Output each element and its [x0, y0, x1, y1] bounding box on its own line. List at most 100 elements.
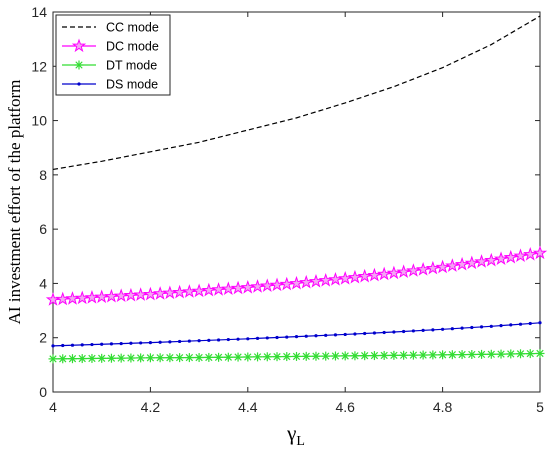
data-point-ds-mode — [158, 340, 162, 344]
y-tick-label: 10 — [31, 113, 47, 129]
data-point-dt-mode — [389, 350, 399, 360]
x-axis-label-main: γ — [286, 421, 296, 445]
data-point-ds-mode — [538, 321, 542, 325]
data-point-dt-mode — [379, 350, 389, 360]
data-point-ds-mode — [528, 321, 532, 326]
legend-item-dt-mode: DT mode — [62, 59, 157, 73]
data-point-dt-mode — [87, 353, 97, 363]
data-point-ds-mode — [441, 327, 445, 331]
data-point-dt-mode — [350, 351, 360, 361]
data-point-dt-mode — [145, 353, 155, 363]
data-point-dc-mode — [396, 264, 411, 279]
data-point-ds-mode — [197, 339, 201, 343]
data-point-ds-mode — [450, 327, 454, 331]
y-axis-label: AI investment effort of the platform — [5, 80, 24, 325]
data-point-dt-mode — [340, 351, 350, 361]
data-point-ds-mode — [285, 335, 289, 339]
data-point-dt-mode — [330, 351, 340, 361]
data-point-dt-mode — [301, 351, 311, 361]
axes: 4 4.2 4.4 4.6 4.8 5 0 2 4 6 8 10 12 14 — [31, 4, 544, 415]
data-point-ds-mode — [148, 341, 152, 345]
y-tick-label: 0 — [39, 384, 47, 400]
data-point-dc-mode — [435, 259, 450, 274]
data-point-ds-mode — [489, 324, 493, 328]
data-point-ds-mode — [61, 343, 65, 348]
data-point-ds-mode — [470, 325, 474, 330]
data-point-dc-mode — [464, 255, 479, 270]
data-point-dt-mode — [418, 350, 428, 360]
data-point-ds-mode — [294, 335, 299, 339]
data-point-dt-mode — [48, 354, 58, 364]
data-point-dt-mode — [428, 350, 438, 360]
data-point-ds-mode — [392, 330, 396, 334]
legend-marker — [77, 82, 81, 86]
x-axis-label-subscript: L — [296, 434, 305, 449]
data-point-dc-mode — [503, 249, 518, 264]
data-point-dc-mode — [376, 266, 392, 281]
data-point-dt-mode — [496, 349, 506, 359]
data-point-dt-mode — [292, 351, 301, 361]
data-point-ds-mode — [275, 335, 279, 340]
data-point-ds-mode — [411, 329, 415, 333]
data-point-dt-mode — [477, 349, 487, 359]
data-point-dt-mode — [360, 351, 370, 361]
series-dt-mode — [48, 348, 545, 364]
data-point-dt-mode — [311, 351, 321, 361]
legend-item-dc-mode: DC mode — [62, 38, 159, 54]
data-point-ds-mode — [363, 331, 367, 336]
data-point-dt-mode — [321, 351, 331, 361]
data-point-dt-mode — [447, 350, 457, 360]
data-point-ds-mode — [236, 337, 240, 341]
data-point-dt-mode — [97, 353, 107, 363]
data-point-dc-mode — [299, 274, 314, 289]
data-point-ds-mode — [372, 331, 377, 335]
data-point-dt-mode — [525, 349, 535, 359]
data-point-dt-mode — [165, 353, 175, 363]
data-point-dt-mode — [408, 350, 418, 360]
data-point-dc-mode — [415, 262, 431, 276]
data-point-dt-mode — [136, 353, 146, 363]
data-point-dt-mode — [243, 352, 253, 362]
series-ds-mode — [51, 321, 542, 348]
legend-item-cc-mode: CC mode — [62, 21, 159, 35]
data-point-dt-mode — [253, 352, 263, 362]
data-point-dt-mode — [126, 353, 136, 363]
data-point-ds-mode — [304, 334, 308, 338]
data-point-ds-mode — [324, 333, 328, 337]
data-point-dt-mode — [282, 352, 292, 362]
legend-marker — [74, 60, 84, 70]
data-point-ds-mode — [178, 339, 182, 344]
data-point-dc-mode — [523, 246, 538, 261]
data-point-ds-mode — [402, 329, 406, 334]
data-point-dt-mode — [155, 353, 165, 363]
series-cc-mode — [52, 15, 541, 171]
x-axis-label: γL — [286, 421, 305, 449]
data-point-dt-mode — [194, 353, 204, 363]
data-point-ds-mode — [51, 344, 55, 348]
data-point-ds-mode — [187, 339, 191, 343]
data-point-dt-mode — [77, 354, 87, 364]
data-point-dc-mode — [386, 265, 402, 280]
y-tick-label: 2 — [39, 330, 47, 346]
x-tick-label: 5 — [536, 399, 544, 415]
legend: CC mode DC mode DT mode DS mode — [55, 14, 171, 96]
data-point-ds-mode — [207, 338, 211, 342]
data-point-ds-mode — [265, 336, 269, 340]
data-point-ds-mode — [139, 341, 143, 345]
y-tick-label: 14 — [31, 4, 47, 20]
data-point-ds-mode — [509, 323, 513, 327]
data-point-ds-mode — [314, 334, 318, 338]
data-point-dt-mode — [116, 353, 126, 363]
data-point-dc-mode — [484, 252, 499, 267]
data-point-dt-mode — [467, 349, 477, 359]
series-line-cc-mode — [52, 15, 541, 171]
data-point-ds-mode — [479, 325, 484, 329]
data-point-dt-mode — [204, 352, 214, 362]
y-tick-label: 4 — [39, 275, 47, 291]
y-tick-label: 8 — [39, 167, 47, 183]
series-dc-mode — [45, 245, 548, 306]
data-point-ds-mode — [353, 332, 357, 336]
data-point-dt-mode — [262, 352, 272, 362]
data-point-ds-mode — [168, 340, 172, 344]
